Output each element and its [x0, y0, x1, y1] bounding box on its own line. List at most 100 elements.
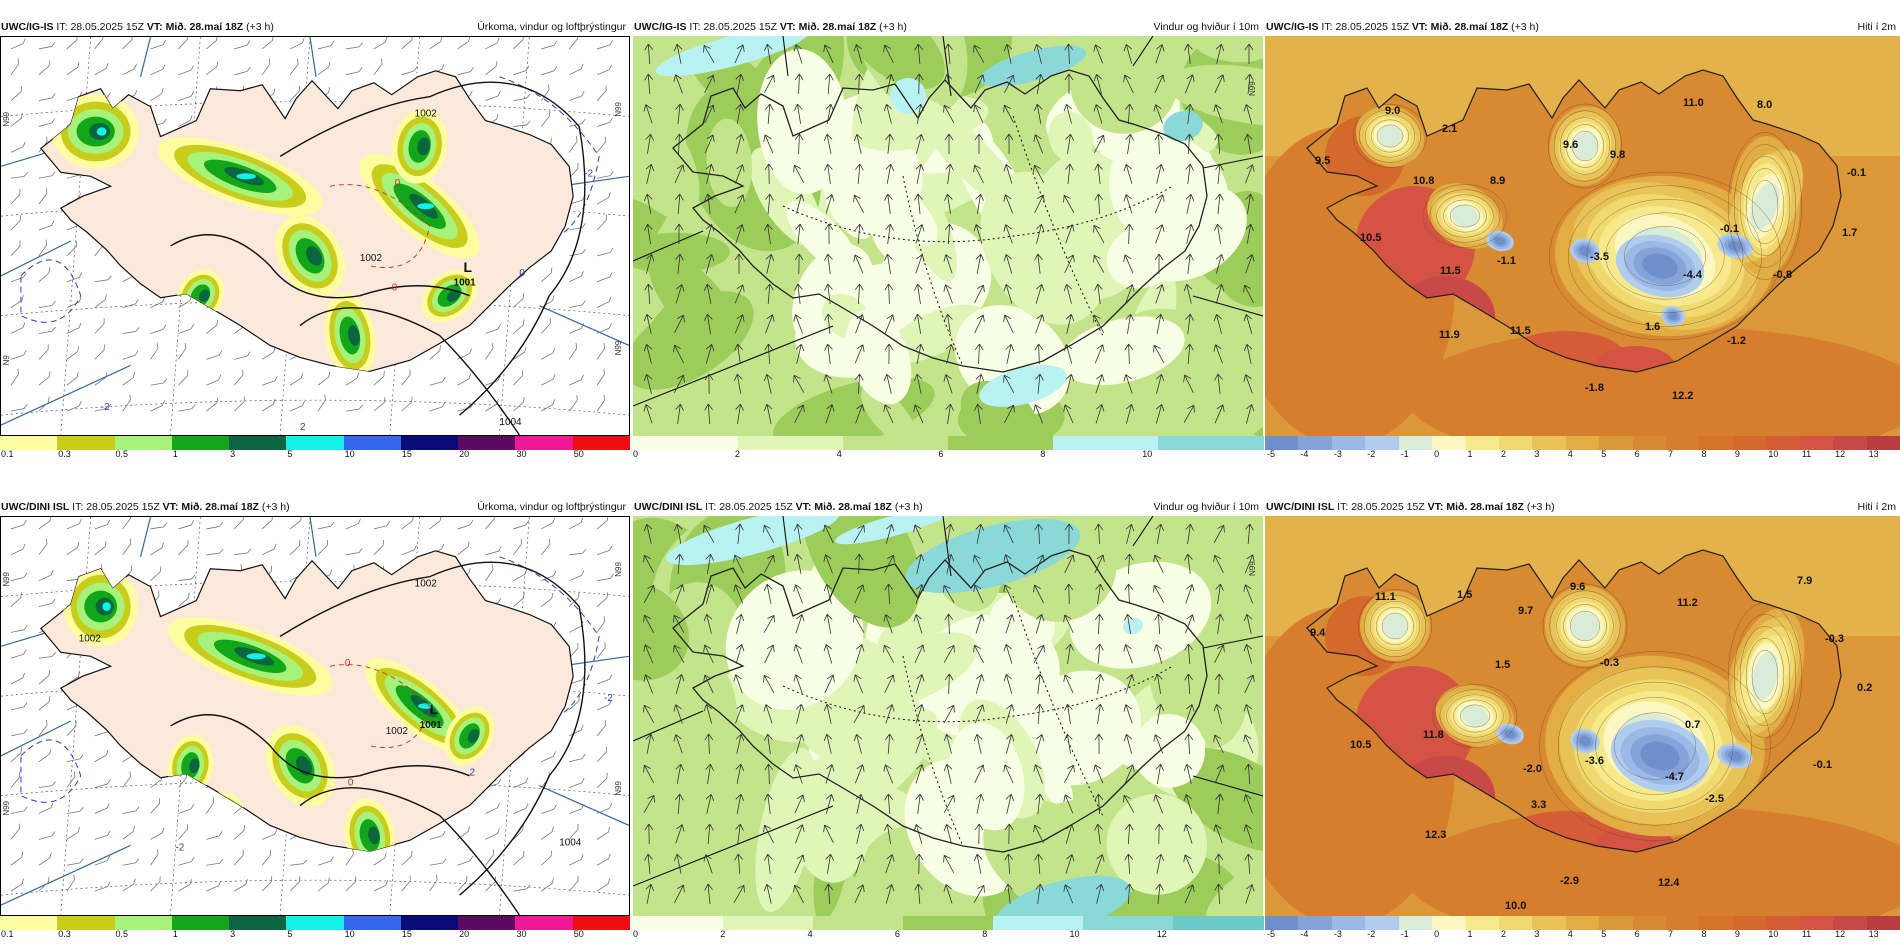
contour-label: 2 [300, 422, 306, 433]
precip-map[interactable]: 1002 1002 1002 1004 L 1001 0 0 -2 -2 2 N99 N99 N99 N99 [0, 516, 630, 916]
colorbar-swatch [1432, 916, 1466, 930]
colorbar-tick: 3 [230, 929, 236, 939]
colorbar-swatch [1158, 436, 1264, 450]
vt-label: VT: [1427, 501, 1444, 513]
colorbar-tick: 1 [172, 449, 178, 459]
latitude-label: N99 [1248, 561, 1257, 576]
colorbar-swatch [57, 916, 116, 930]
temperature-label: 11.0 [1683, 97, 1704, 109]
colorbar-swatch [458, 436, 516, 450]
colorbar-swatch [1632, 436, 1667, 450]
pressure-label: 1002 [415, 109, 438, 120]
panel-title: Vindur og hviður í 10m [1153, 501, 1259, 513]
colorbar-swatch [1398, 436, 1433, 450]
temperature-label: 1.5 [1457, 589, 1472, 601]
colorbar-swatch [171, 436, 230, 450]
forecast-offset: (+3 h) [261, 501, 290, 513]
colorbar-tick: 13 [1868, 929, 1879, 939]
colorbar-tick: -3 [1333, 449, 1342, 459]
colorbar-tick: 0 [633, 929, 639, 939]
model-name: UWC/IG-IS [1266, 21, 1319, 33]
wind-map[interactable]: N99 [633, 516, 1263, 916]
temperature-label: 11.9 [1439, 329, 1460, 341]
colorbar-tick: 30 [516, 929, 527, 939]
latitude-label: N9 [2, 355, 11, 366]
colorbar-swatch [343, 436, 402, 450]
forecast-offset: (+3 h) [1526, 501, 1555, 513]
contour-label: -2 [604, 693, 613, 704]
low-pressure-letter: L [464, 259, 473, 275]
colorbar-tick: 2 [720, 929, 726, 939]
colorbar-tick: 2 [1500, 929, 1506, 939]
colorbar-tick: 0.3 [58, 449, 71, 459]
colorbar-swatch [0, 436, 58, 450]
panel-title: Úrkoma, vindur og loftþrýstingur [477, 21, 626, 33]
precip-colorbar: 0.1 0.3 0.5 1 3 5 10 15 20 30 50 [0, 916, 631, 939]
temperature-label: 2.1 [1442, 123, 1457, 135]
low-pressure-value: 1001 [420, 720, 443, 731]
colorbar-tick: 10 [1069, 929, 1080, 939]
temperature-label: 9.7 [1518, 605, 1533, 617]
panel-header: UWC/DINI ISL IT: 28.05.2025 15Z VT: Mið.… [633, 498, 1263, 516]
colorbar-tick: 0.1 [1, 449, 14, 459]
colorbar-swatch [1532, 916, 1567, 930]
precip-map[interactable]: 1002 1002 1004 L 1001 0 0 0 -2 -2 2 N99 N99 N9 N99 [0, 36, 630, 436]
colorbar-tick: 4 [836, 449, 842, 459]
forecast-offset: (+3 h) [879, 21, 907, 33]
it-label: IT: [689, 21, 701, 33]
colorbar-tick: 9 [1734, 929, 1740, 939]
colorbar-swatch [813, 916, 904, 930]
colorbar-swatch [1699, 916, 1734, 930]
latitude-label: N99 [614, 562, 623, 577]
model-name: UWC/IG-IS [634, 21, 687, 33]
temp-colorbar: -5 -4 -3 -2 -1 0 1 2 3 4 5 6 7 8 9 10 11 12 13 [1265, 436, 1900, 459]
colorbar-tick: 4 [1567, 449, 1573, 459]
contour-label: 0 [392, 283, 398, 294]
colorbar-swatch [1732, 916, 1767, 930]
temperature-label: -0.3 [1825, 633, 1844, 645]
temperature-label: 8.9 [1490, 175, 1505, 187]
panel-header: UWC/IG-IS IT: 28.05.2025 15Z VT: Mið. 28… [1265, 18, 1900, 36]
forecast-offset: (+3 h) [1511, 21, 1539, 33]
colorbar-swatch [633, 436, 739, 450]
colorbar-swatch [1498, 436, 1533, 450]
temperature-label: -2.0 [1523, 763, 1542, 775]
temperature-label: 1.7 [1842, 227, 1857, 239]
colorbar-swatch [572, 916, 631, 930]
temperature-label: 8.0 [1757, 99, 1772, 111]
temp-map[interactable]: 9.0 2.1 11.0 8.0 9.5 10.8 8.9 9.6 9.8 -0.1 10.5 -0.… [1265, 36, 1900, 436]
temperature-label: 11.2 [1677, 597, 1698, 609]
temperature-label: 11.5 [1440, 265, 1461, 277]
colorbar-tick: 0 [1434, 929, 1440, 939]
contour-label: 2 [470, 768, 476, 779]
panel-wind-dini: UWC/DINI ISL IT: 28.05.2025 15Z VT: Mið.… [633, 498, 1264, 939]
colorbar-swatch [343, 916, 402, 930]
colorbar-tick: 0.3 [58, 929, 71, 939]
colorbar-swatch [1599, 436, 1634, 450]
colorbar-swatch [1799, 436, 1834, 450]
colorbar-tick: 3 [230, 449, 236, 459]
it-value: 28.05.2025 15Z [70, 21, 144, 33]
temperature-label: -1.1 [1497, 255, 1516, 267]
colorbar-tick: 8 [982, 929, 988, 939]
colorbar-swatch [1732, 436, 1767, 450]
panel-title: Vindur og hviður í 10m [1153, 21, 1259, 33]
temp-map[interactable]: 11.1 1.5 9.7 9.6 11.2 7.9 9.4 1.5 -0.3 -0.3 0.2 10.… [1265, 516, 1900, 916]
panel-title: Hiti í 2m [1857, 21, 1896, 33]
pressure-label: 1004 [499, 417, 522, 428]
colorbar-tick: -5 [1267, 929, 1276, 939]
colorbar-swatch [1866, 916, 1900, 930]
colorbar-swatch [229, 436, 287, 450]
latitude-label: N99 [2, 800, 11, 815]
map-svg: 1002 1002 1004 L 1001 0 0 0 -2 -2 2 N99 N99 N9 N99 [1, 37, 629, 435]
colorbar-tick: -4 [1300, 449, 1309, 459]
wind-map[interactable]: N99 [633, 36, 1263, 436]
temperature-label: 1.5 [1495, 659, 1510, 671]
temperature-label: 12.2 [1672, 390, 1693, 402]
colorbar-swatch [515, 916, 574, 930]
colorbar-tick: 1 [1467, 449, 1473, 459]
colorbar-tick: 10 [344, 449, 355, 459]
map-svg: N99 [633, 516, 1263, 916]
colorbar-tick: 11 [1801, 449, 1812, 459]
temperature-label: -4.4 [1683, 269, 1703, 281]
